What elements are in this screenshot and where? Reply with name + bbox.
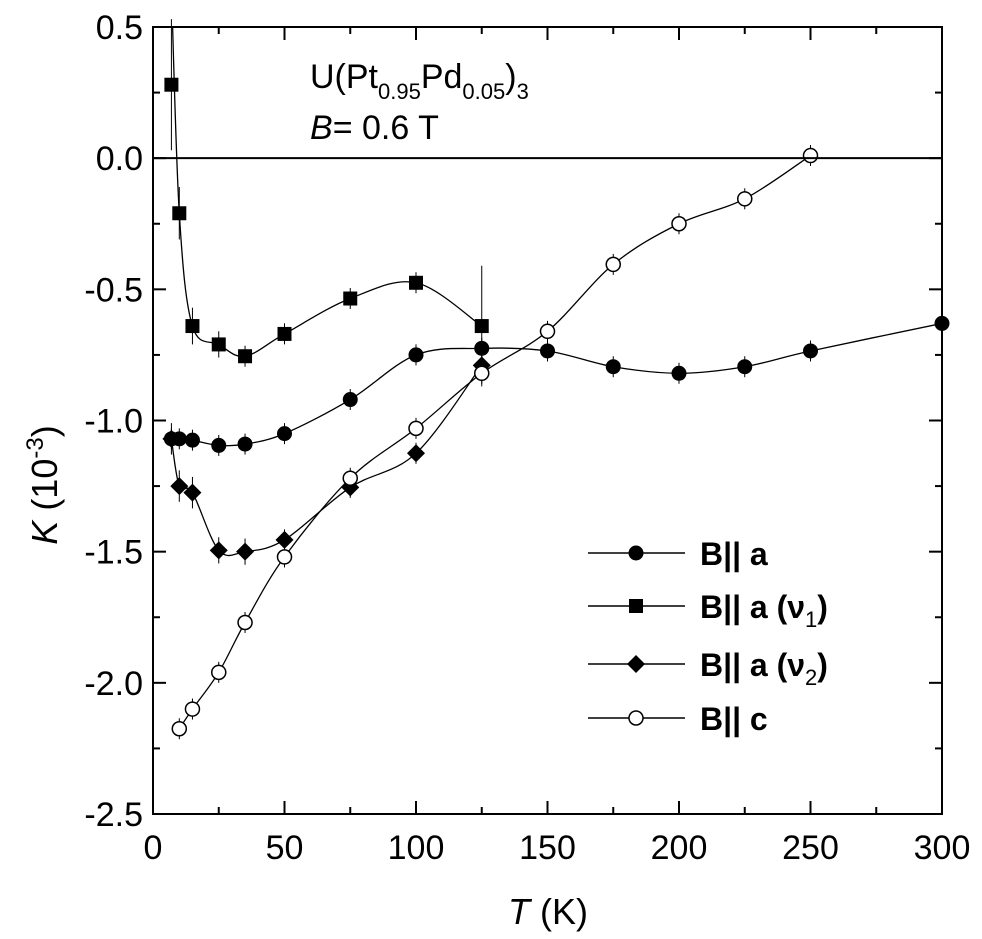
data-point-open-circle — [539, 323, 556, 340]
data-point-open-circle — [671, 216, 687, 232]
data-point-filled-square — [277, 326, 292, 341]
y-tick-label: 0.0 — [96, 140, 143, 178]
plot-frame — [152, 26, 943, 815]
legend-entry-b-a-nu2: B|| a (ν2) — [588, 647, 828, 690]
legend-label: B|| a (ν1) — [700, 589, 828, 632]
data-point-filled-diamond — [209, 541, 228, 560]
data-point-filled-diamond — [170, 477, 189, 496]
x-tick-label: 200 — [651, 829, 708, 867]
field-annotation: B= 0.6 T — [310, 109, 439, 147]
y-tick-label: -1.5 — [84, 534, 143, 572]
data-point-filled-diamond — [407, 444, 425, 463]
data-point-filled-diamond — [162, 429, 181, 448]
data-point-open-circle — [237, 614, 253, 631]
compound-annotation: U(Pt0.95Pd0.05)3 — [310, 58, 529, 104]
legend-marker-filled-diamond — [627, 655, 645, 673]
data-point-filled-square — [211, 337, 226, 352]
x-tick-label: 250 — [782, 829, 839, 867]
legend-label: B|| c — [700, 701, 768, 737]
data-point-filled-diamond — [275, 530, 294, 549]
data-point-open-circle — [342, 470, 358, 486]
axes — [152, 26, 943, 815]
data-point-filled-circle — [237, 436, 253, 452]
legend-entry-b-c: B|| c — [588, 701, 768, 737]
data-point-filled-diamond — [183, 483, 202, 502]
y-tick-label: -1.0 — [84, 403, 143, 441]
data-point-filled-circle — [737, 359, 753, 375]
data-point-filled-circle — [540, 343, 555, 359]
x-tick-label: 100 — [388, 829, 445, 867]
data-point-open-circle — [276, 549, 293, 565]
data-point-filled-circle — [342, 392, 358, 408]
x-tick-label: 300 — [914, 829, 971, 867]
data-point-filled-square — [238, 349, 253, 364]
data-point-open-circle — [737, 191, 753, 207]
error-bars — [170, 19, 943, 740]
fit-curve-series-1 — [171, 27, 483, 358]
y-tick-label: -2.5 — [84, 796, 143, 834]
x-tick-label: 0 — [144, 829, 163, 867]
data-point-open-circle — [171, 720, 188, 737]
fit-curve-series-3 — [178, 155, 811, 730]
data-point-filled-diamond — [236, 542, 255, 561]
data-point-filled-square — [185, 319, 200, 334]
y-tick-label: -2.0 — [84, 665, 143, 703]
x-tick-label: 150 — [519, 829, 576, 867]
data-point-filled-square — [172, 206, 187, 221]
data-point-open-circle — [605, 256, 621, 273]
legend-marker-filled-square — [629, 599, 643, 613]
data-point-filled-circle — [184, 432, 200, 448]
data-point-open-circle — [408, 420, 424, 437]
data-markers — [162, 77, 950, 737]
tick-labels: 0 50 100 150 200 250 300 0.5 0.0 -0.5 -1.0 -1.5 -2.0… — [84, 9, 970, 867]
data-point-filled-circle — [803, 343, 818, 359]
data-point-filled-square — [409, 275, 423, 290]
legend-label: B|| a — [700, 536, 768, 572]
x-axis-title: T (K) — [508, 891, 588, 932]
data-point-open-circle — [802, 147, 819, 164]
legend-entry-b-a: B|| a — [588, 536, 768, 572]
data-point-filled-circle — [211, 437, 227, 453]
data-point-filled-square — [474, 319, 489, 334]
y-tick-label: -0.5 — [84, 271, 143, 309]
x-tick-label: 50 — [266, 829, 304, 867]
y-axis-title: K (10-3) — [22, 425, 65, 544]
legend-label: B|| a (ν2) — [700, 647, 828, 690]
legend-marker-open-circle — [628, 710, 644, 726]
data-point-filled-circle — [474, 340, 490, 356]
fit-curve-series-2 — [170, 365, 483, 557]
data-point-filled-square — [164, 77, 179, 92]
data-point-filled-square — [343, 291, 358, 306]
legend-marker-filled-circle — [628, 545, 644, 561]
data-point-filled-circle — [277, 426, 292, 442]
data-point-filled-circle — [671, 365, 687, 381]
legend-entry-b-a-nu1: B|| a (ν1) — [588, 589, 828, 632]
data-point-open-circle — [474, 365, 490, 382]
data-point-filled-circle — [605, 359, 621, 375]
data-point-filled-circle — [408, 347, 424, 363]
data-point-open-circle — [211, 664, 227, 681]
legend: B|| a B|| a (ν1) B|| a (ν2) B|| c — [588, 536, 828, 737]
y-tick-label: 0.5 — [96, 9, 143, 47]
data-point-open-circle — [184, 701, 201, 717]
